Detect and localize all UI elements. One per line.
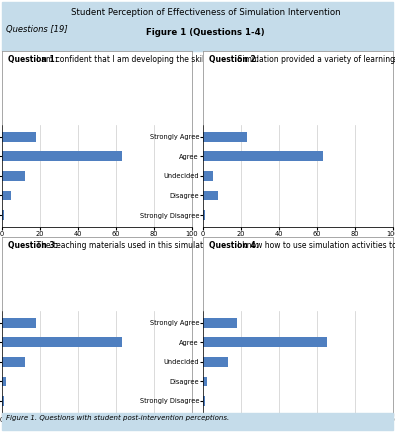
Text: Figure 1. Questions with student post-intervention perceptions.: Figure 1. Questions with student post-in… <box>6 415 229 421</box>
Text: Student Perception of Effectiveness of Simulation Intervention: Student Perception of Effectiveness of S… <box>71 8 340 17</box>
Text: I am confident that I am developing the skills and obtaining the required knowle: I am confident that I am developing the … <box>8 55 395 64</box>
Text: Questions [19]: Questions [19] <box>6 25 68 34</box>
Text: Figure 1 (Questions 1-4): Figure 1 (Questions 1-4) <box>146 28 265 37</box>
Text: I know how to use simulation activities to learn critical aspects of these skill: I know how to use simulation activities … <box>209 241 395 250</box>
Text: The teaching materials used in this simulation were motivating and helped me to : The teaching materials used in this simu… <box>8 241 374 250</box>
Text: Question 1:: Question 1: <box>8 55 58 64</box>
Text: Simulation provided a variety of learning materials and activities to promote my: Simulation provided a variety of learnin… <box>209 55 395 64</box>
Text: Question 2:: Question 2: <box>209 55 259 64</box>
Text: Question 4:: Question 4: <box>209 241 259 250</box>
Text: Question 3:: Question 3: <box>8 241 58 250</box>
